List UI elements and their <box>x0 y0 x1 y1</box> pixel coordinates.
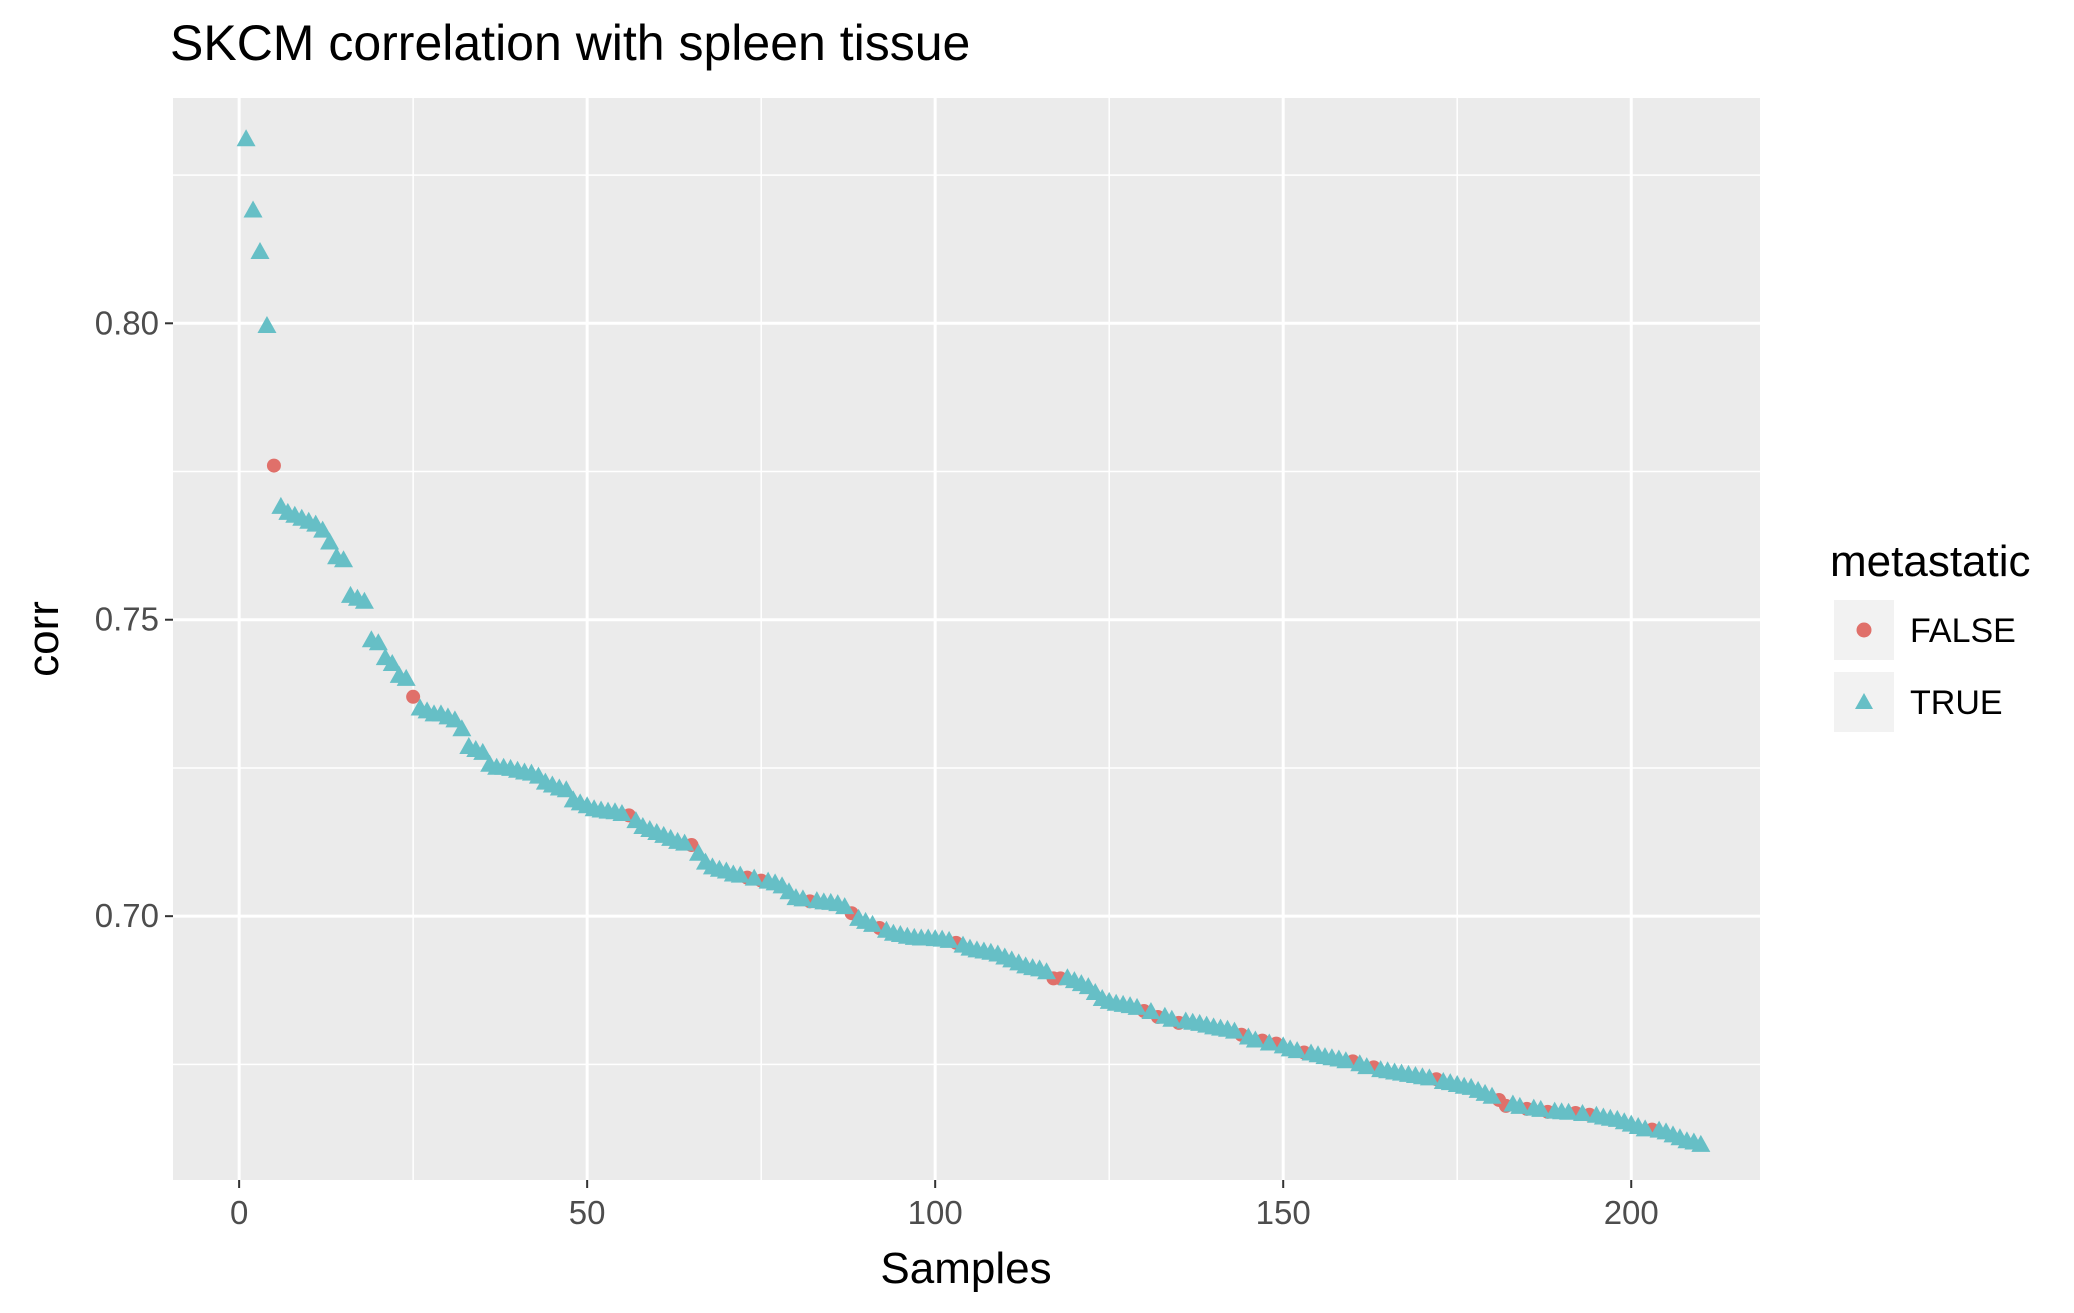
data-point-true <box>1336 1051 1356 1069</box>
data-point-true <box>1245 1030 1265 1048</box>
x-tick-label: 100 <box>908 1194 963 1231</box>
data-point-true <box>313 520 333 538</box>
data-point-true <box>730 865 750 883</box>
y-tick-label: 0.70 <box>95 897 159 934</box>
y-tick-label: 0.75 <box>95 601 159 638</box>
data-point-true <box>1141 1002 1161 1020</box>
data-point-true <box>863 914 883 932</box>
data-point-true <box>368 633 388 651</box>
data-point-true <box>1635 1119 1655 1137</box>
data-point-true <box>382 653 402 671</box>
legend-triangle-icon <box>1855 693 1873 709</box>
data-point-true <box>612 803 632 821</box>
plot-panel <box>173 98 1760 1180</box>
data-point-true <box>334 550 354 568</box>
x-axis-title: Samples <box>880 1244 1051 1293</box>
data-point-true <box>236 129 256 147</box>
data-point-true <box>689 843 709 861</box>
y-axis: 0.70 0.75 0.80 <box>95 304 173 934</box>
data-point-true <box>1559 1102 1579 1120</box>
x-tick-label: 50 <box>569 1194 606 1231</box>
chart-title: SKCM correlation with spleen tissue <box>170 15 970 71</box>
minor-gridlines <box>173 98 1760 1180</box>
data-point-true <box>1419 1068 1439 1086</box>
data-point-true <box>1127 997 1147 1015</box>
data-point-true <box>1482 1086 1502 1104</box>
data-point-true <box>835 897 855 915</box>
legend-circle-icon <box>1856 622 1872 638</box>
data-point-true <box>257 316 277 334</box>
x-tick-label: 0 <box>230 1194 248 1231</box>
major-gridlines <box>173 98 1760 1180</box>
data-point-true <box>1531 1099 1551 1117</box>
data-point-true <box>793 889 813 907</box>
legend-label-false: FALSE <box>1910 612 2016 650</box>
data-point-true <box>1037 962 1057 980</box>
data-point-true <box>744 868 764 886</box>
data-point-true <box>1259 1033 1279 1051</box>
data-point-true <box>445 710 465 728</box>
data-point-true <box>1224 1021 1244 1039</box>
x-tick-label: 150 <box>1256 1194 1311 1231</box>
data-point-true <box>556 780 576 798</box>
data-point-true <box>473 742 493 760</box>
legend-label-true: TRUE <box>1910 684 2003 722</box>
data-point-true <box>1691 1134 1711 1152</box>
x-tick-label: 200 <box>1604 1194 1659 1231</box>
data-point-true <box>675 833 695 851</box>
data-point-true <box>1162 1009 1182 1027</box>
data-point-true <box>1287 1041 1307 1059</box>
data-point-true <box>1573 1103 1593 1121</box>
data-point-false <box>266 458 281 473</box>
data-point-true <box>396 668 416 686</box>
series-true-points <box>236 129 1711 1152</box>
data-point-true <box>1510 1096 1530 1114</box>
y-axis-title: corr <box>19 601 68 677</box>
data-point-true <box>939 930 959 948</box>
data-point-true <box>452 719 472 737</box>
legend: metastatic FALSE TRUE <box>1830 537 2031 732</box>
data-point-true <box>250 241 270 259</box>
legend-title: metastatic <box>1830 537 2031 586</box>
data-point-true <box>320 532 340 550</box>
data-point-false <box>406 689 421 704</box>
data-point-true <box>354 591 374 609</box>
x-axis: 0 50 100 150 200 <box>230 1180 1659 1231</box>
data-point-true <box>1357 1057 1377 1075</box>
y-tick-label: 0.80 <box>95 304 159 341</box>
data-point-true <box>243 200 263 218</box>
